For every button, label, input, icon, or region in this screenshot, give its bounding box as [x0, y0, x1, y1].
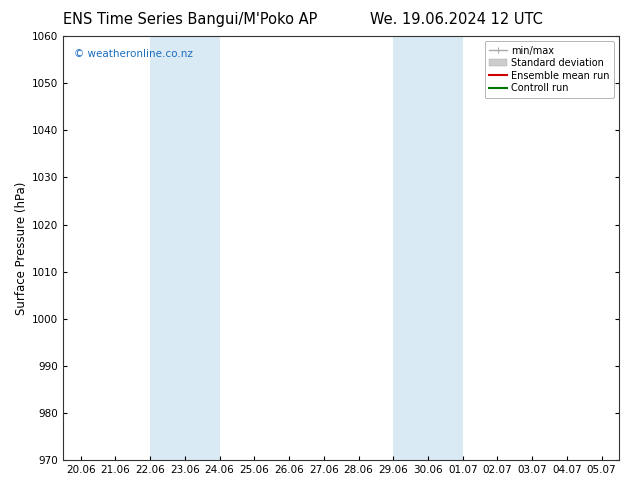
Bar: [150, 36, 219, 460]
Y-axis label: Surface Pressure (hPa): Surface Pressure (hPa): [15, 181, 28, 315]
Text: ENS Time Series Bangui/M'Poko AP: ENS Time Series Bangui/M'Poko AP: [63, 12, 318, 27]
Legend: min/max, Standard deviation, Ensemble mean run, Controll run: min/max, Standard deviation, Ensemble me…: [484, 41, 614, 98]
Text: We. 19.06.2024 12 UTC: We. 19.06.2024 12 UTC: [370, 12, 543, 27]
Text: © weatheronline.co.nz: © weatheronline.co.nz: [74, 49, 193, 59]
Bar: [393, 36, 463, 460]
